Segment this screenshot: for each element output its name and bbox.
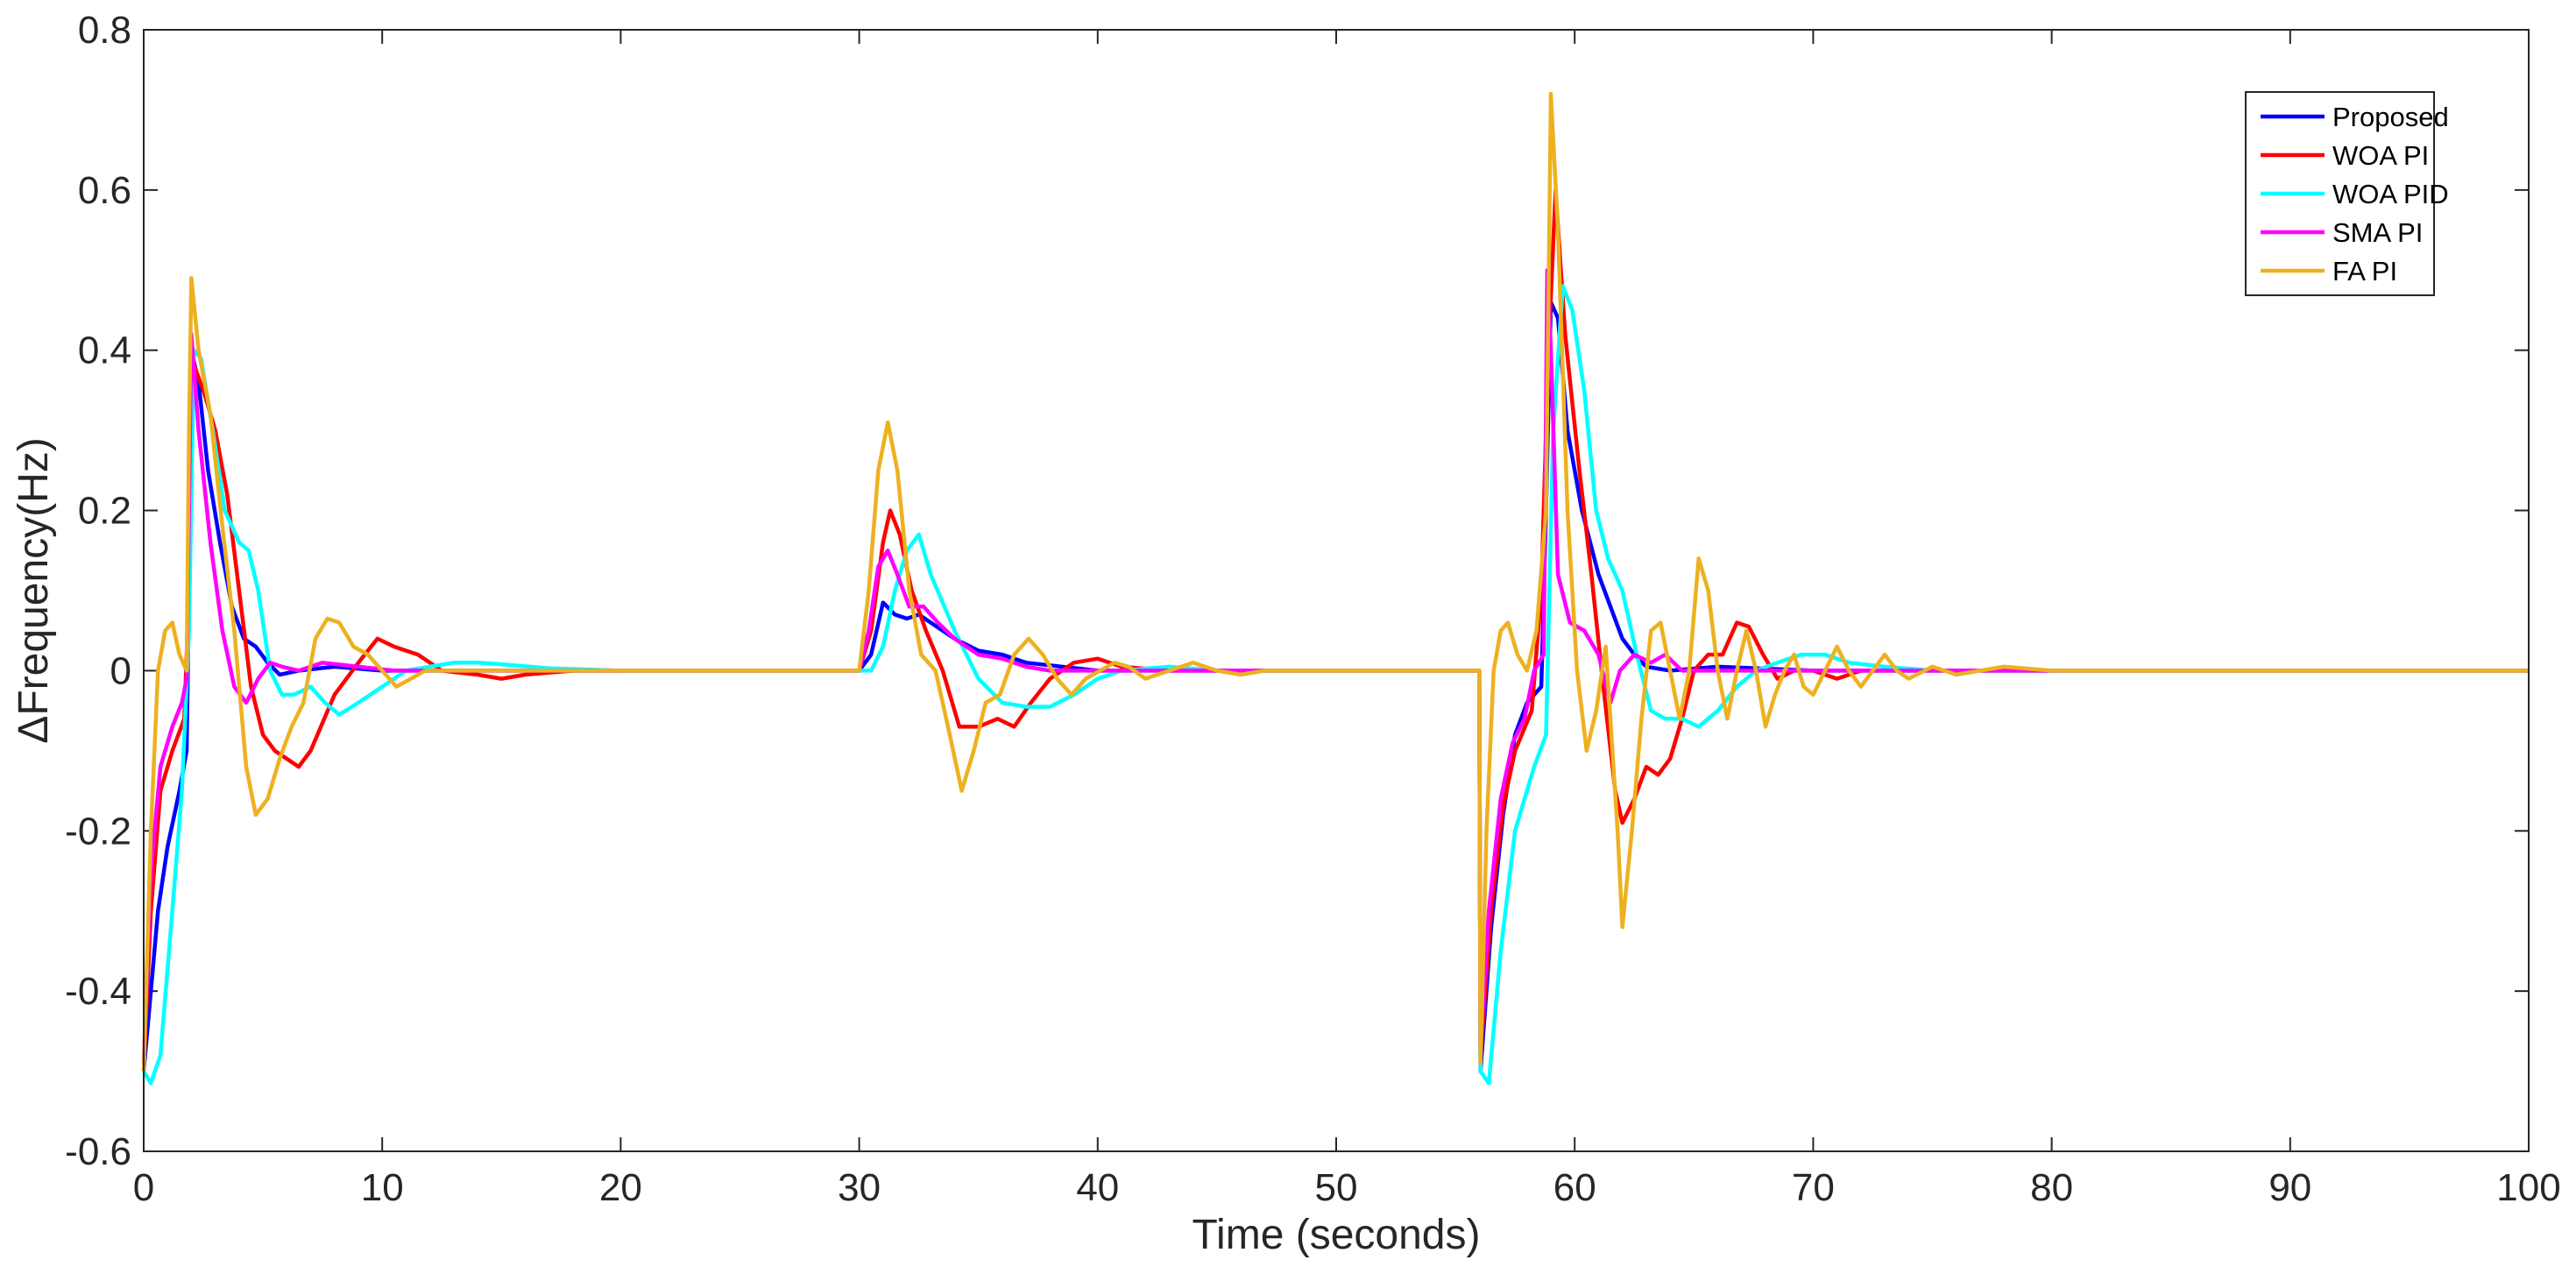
x-tick-label: 80: [2030, 1166, 2073, 1209]
y-tick-label: 0.6: [78, 169, 131, 212]
y-tick-label: -0.6: [65, 1130, 131, 1173]
y-tick-label: -0.2: [65, 810, 131, 853]
series-layer: [141, 91, 2529, 1086]
y-axis-label: ΔFrequency(Hz): [11, 437, 57, 743]
x-tick-label: 90: [2268, 1166, 2311, 1209]
series-line-1: [141, 188, 2529, 1072]
x-tick-label: 70: [1792, 1166, 1835, 1209]
x-tick-label: 100: [2496, 1166, 2560, 1209]
axis-ticks: [143, 29, 2530, 1152]
x-tick-label: 10: [361, 1166, 404, 1209]
legend-entry-label: SMA PI: [2332, 217, 2423, 248]
y-tick-label: 0: [110, 649, 131, 692]
legend-entry-label: Proposed: [2332, 102, 2449, 132]
tick-labels: 0 10 20 30 40 50 60 70 80 90 100 -0.6 -0.4 -0.2 0 0.2 0.…: [65, 9, 2561, 1209]
series-line-2: [142, 284, 2529, 1086]
series-line-0: [141, 300, 2529, 1073]
x-tick-label: 0: [133, 1166, 154, 1209]
legend-entry-label: WOA PI: [2332, 140, 2429, 171]
legend: Proposed WOA PI WOA PID SMA PI FA PI: [2245, 91, 2449, 296]
y-tick-label: 0.8: [78, 9, 131, 52]
x-tick-label: 30: [838, 1166, 881, 1209]
x-tick-label: 40: [1076, 1166, 1119, 1209]
series-line-3: [141, 268, 2529, 1064]
x-tick-label: 20: [599, 1166, 642, 1209]
x-tick-label: 50: [1315, 1166, 1358, 1209]
y-tick-label: 0.2: [78, 490, 131, 533]
series-line-4: [141, 91, 2529, 1072]
plot-area-frame: [143, 29, 2530, 1152]
x-tick-label: 60: [1553, 1166, 1596, 1209]
y-tick-label: 0.4: [78, 329, 131, 372]
legend-entry-label: WOA PID: [2332, 179, 2449, 209]
x-axis-label: Time (seconds): [1192, 1212, 1481, 1258]
legend-entry-label: FA PI: [2332, 256, 2397, 287]
y-tick-label: -0.4: [65, 970, 131, 1013]
